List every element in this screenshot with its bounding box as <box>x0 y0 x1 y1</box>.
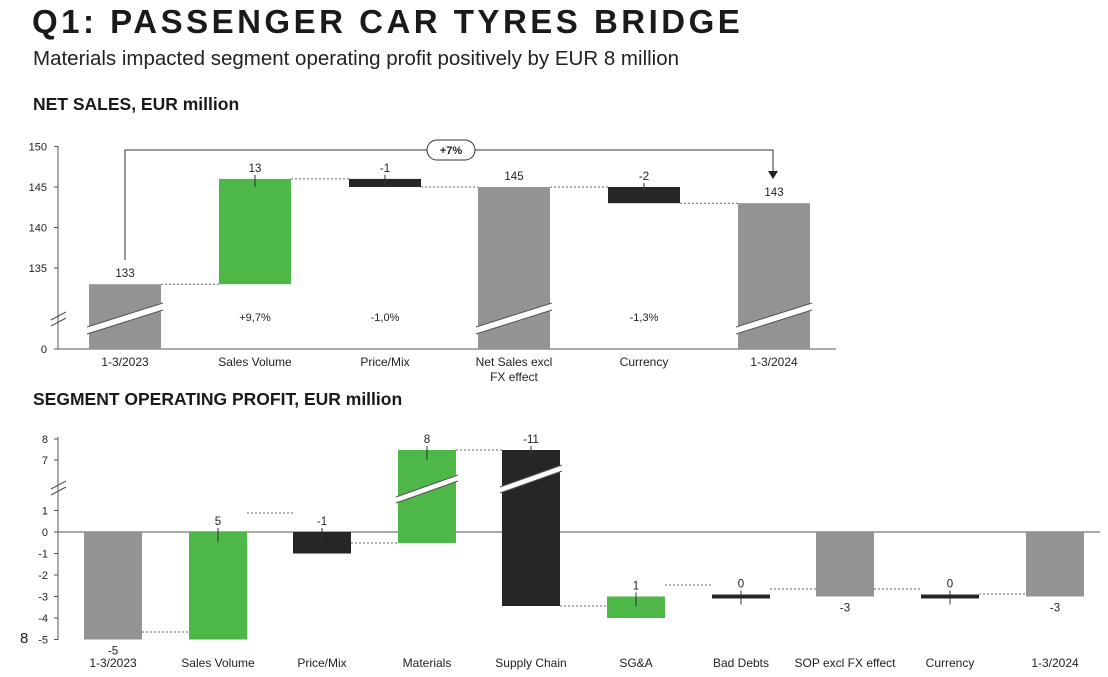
bar-break-line <box>86 309 164 335</box>
category-label: Net Sales excl <box>476 355 553 369</box>
growth-arrow-head <box>768 171 778 179</box>
bar <box>608 187 680 204</box>
page-number: 8 <box>20 630 29 647</box>
category-label: 1-3/2023 <box>89 656 137 670</box>
axis-break-mark <box>50 311 67 321</box>
bar-break-line <box>395 474 459 498</box>
y-tick-label: 7 <box>42 455 48 467</box>
category-label: Materials <box>403 656 452 670</box>
bar-break-line <box>499 470 563 494</box>
bar-break-line <box>735 309 813 335</box>
y-tick-label: 145 <box>29 182 47 194</box>
data-label: 13 <box>249 163 262 175</box>
bar-break <box>736 303 812 334</box>
axis-break-mark <box>50 486 67 496</box>
y-tick-label: -5 <box>38 635 48 647</box>
y-tick-label: 0 <box>41 344 47 356</box>
y-tick-label: 0 <box>42 527 48 539</box>
bar-break-line <box>395 480 459 504</box>
bar <box>219 178 291 285</box>
category-label: Bad Debts <box>713 656 769 670</box>
y-tick-label: 150 <box>29 142 47 154</box>
category-label: Sales Volume <box>181 656 255 670</box>
bar-break <box>87 303 163 334</box>
y-tick-label: 8 <box>42 434 48 446</box>
category-label: 1-3/2023 <box>101 355 149 369</box>
y-tick-label: -2 <box>38 570 48 582</box>
percent-label: -1,0% <box>371 312 400 324</box>
category-label: FX effect <box>490 370 538 384</box>
y-tick-label: 135 <box>29 263 47 275</box>
sop-chart-title: SEGMENT OPERATING PROFIT, EUR million <box>33 389 403 409</box>
bar <box>189 532 247 640</box>
y-tick-label: 1 <box>42 506 48 518</box>
data-label: 8 <box>424 434 430 446</box>
data-label: 143 <box>764 187 783 199</box>
data-label: 0 <box>947 579 953 591</box>
data-label: 0 <box>738 579 744 591</box>
y-tick-label: -1 <box>38 549 48 561</box>
bar <box>293 532 351 554</box>
data-label: 1 <box>633 581 639 593</box>
bar-break <box>500 465 562 493</box>
bar <box>1026 532 1084 597</box>
category-label: SOP excl FX effect <box>795 656 897 670</box>
page-title: Q1: PASSENGER CAR TYRES BRIDGE <box>32 3 744 40</box>
data-label: -2 <box>639 171 649 183</box>
bar-break-line <box>475 309 553 335</box>
percent-label: +9,7% <box>239 312 271 324</box>
bar-break <box>396 475 458 503</box>
growth-badge <box>426 139 476 161</box>
category-label: Price/Mix <box>360 355 409 369</box>
category-label: 1-3/2024 <box>1031 656 1079 670</box>
data-label: 5 <box>215 516 221 528</box>
bar-break-line <box>86 302 164 328</box>
bar-break-line <box>475 302 553 328</box>
data-label: -1 <box>317 516 327 528</box>
bar-break <box>476 303 552 334</box>
data-label: 145 <box>504 171 523 183</box>
axis-break-mark <box>50 317 67 327</box>
data-label: -11 <box>523 434 539 446</box>
growth-badge-label: +7% <box>440 145 463 157</box>
y-tick-label: -4 <box>38 613 48 625</box>
category-label: Price/Mix <box>297 656 346 670</box>
data-label: 133 <box>115 268 134 280</box>
category-label: Currency <box>926 656 975 670</box>
category-label: Supply Chain <box>495 656 566 670</box>
category-label: Sales Volume <box>218 355 292 369</box>
y-tick-label: -3 <box>38 592 48 604</box>
bar-break-line <box>499 464 563 488</box>
bar <box>607 596 665 618</box>
category-label: Currency <box>620 355 669 369</box>
bar <box>84 532 142 640</box>
percent-label: -1,3% <box>630 312 659 324</box>
bar-break-line <box>735 302 813 328</box>
category-label: SG&A <box>619 656 652 670</box>
data-label: -1 <box>380 163 390 175</box>
data-label: -3 <box>840 603 850 615</box>
y-tick-label: 140 <box>29 223 47 235</box>
page-subtitle: Materials impacted segment operating pro… <box>33 47 680 70</box>
data-label: -5 <box>108 646 118 658</box>
data-label: -3 <box>1050 603 1060 615</box>
axis-break-mark <box>50 480 67 490</box>
bar <box>816 532 874 597</box>
net-sales-chart-title: NET SALES, EUR million <box>33 94 240 114</box>
category-label: 1-3/2024 <box>750 355 798 369</box>
